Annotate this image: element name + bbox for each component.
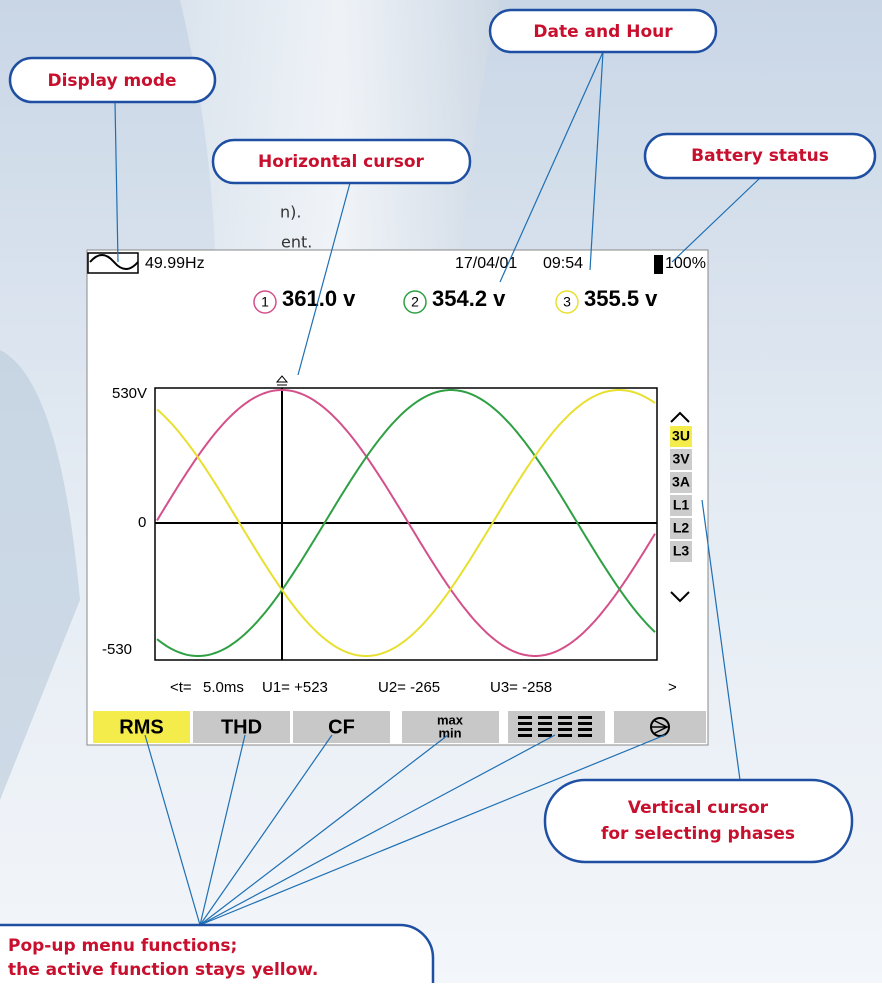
waveform (156, 389, 656, 657)
menu-icon (518, 722, 532, 725)
menu-label: min (438, 725, 461, 740)
side-button (670, 472, 692, 493)
date: 17/04/01 (455, 255, 517, 272)
screen-frame (86, 249, 709, 746)
callout-box (211, 138, 472, 185)
side-button (670, 426, 692, 447)
leaders (114, 51, 761, 926)
menu-label: THD (221, 716, 262, 738)
menu-icon (518, 716, 532, 719)
menu-icon (558, 716, 572, 719)
menu-icon (538, 716, 552, 719)
menu-button (293, 711, 390, 743)
menu-button (193, 711, 290, 743)
side-button (670, 495, 692, 516)
phase-value: 355.5 v (584, 286, 658, 311)
arrow-up (670, 411, 690, 423)
menu-icon (558, 734, 572, 737)
phase-number: 3 (563, 294, 571, 310)
partial-text: n). (280, 203, 301, 222)
callout: Battery status (691, 146, 829, 166)
readout: <t= (170, 679, 192, 696)
callout: Horizontal cursor (258, 152, 424, 172)
time: 09:54 (543, 255, 583, 272)
callout-box (543, 778, 854, 864)
phase-value: 354.2 v (432, 286, 506, 311)
menu-button (93, 711, 190, 743)
phase-circle (555, 290, 579, 314)
callout: for selecting phases (601, 824, 795, 844)
phase-number: 1 (261, 294, 269, 310)
readout: U1= +523 (262, 679, 328, 696)
menu-icon (558, 728, 572, 731)
phase-circle (253, 290, 277, 314)
trees (0, 350, 80, 800)
callout: Pop-up menu functions; (8, 936, 237, 956)
menu-icon (578, 716, 592, 719)
callout: the active function stays yellow. (8, 960, 318, 980)
menu-icon (518, 728, 532, 731)
menu-label: max (437, 712, 464, 727)
screen: 49.99Hz 17/04/01 09:54 100% 1 361.0 v 2 354… (86, 249, 709, 746)
callout-box (8, 56, 217, 104)
battery-icon (654, 255, 663, 274)
partial-text: ent. (281, 233, 312, 252)
menu-button (508, 711, 605, 743)
side-button (670, 518, 692, 539)
side-label: L3 (673, 543, 690, 559)
callout-box (643, 132, 877, 180)
side-label: L2 (673, 520, 690, 536)
readout: U2= -265 (378, 679, 440, 696)
cursor-marker (275, 375, 289, 386)
side-label: 3A (672, 474, 690, 490)
readout: 5.0ms (203, 679, 244, 696)
menu-icon (518, 734, 532, 737)
menu-icon (538, 728, 552, 731)
menu-label: CF (328, 716, 355, 738)
menu-icon (578, 728, 592, 731)
menu-icon (538, 734, 552, 737)
menu-icon (578, 734, 592, 737)
callout-box (488, 8, 718, 54)
frequency: 49.99Hz (145, 255, 205, 272)
menu-label: RMS (119, 716, 163, 738)
phase-circle (403, 290, 427, 314)
waveform (156, 389, 656, 657)
side-label: 3U (672, 428, 690, 444)
menu-icon (650, 717, 670, 737)
side-button (670, 449, 692, 470)
side-button (670, 541, 692, 562)
side-label: 3V (672, 451, 690, 467)
callout: Vertical cursor (628, 798, 769, 818)
readout: > (668, 679, 677, 696)
menu-icon (652, 719, 669, 735)
y-label: 0 (138, 514, 146, 531)
y-label: 530V (112, 385, 147, 402)
menu-icon (538, 722, 552, 725)
y-label: -530 (102, 641, 132, 658)
callout: Date and Hour (533, 22, 673, 42)
menu-icon (558, 722, 572, 725)
arrow-down (670, 591, 690, 603)
menu-button (402, 711, 499, 743)
callout-box (0, 923, 435, 987)
readout: U3= -258 (490, 679, 552, 696)
side-label: L1 (673, 497, 690, 513)
menu-icon (578, 722, 592, 725)
phase-number: 2 (411, 294, 419, 310)
battery: 100% (665, 255, 706, 272)
mode-icon-box (87, 252, 139, 274)
waveform (156, 389, 656, 657)
callout: Display mode (47, 71, 176, 91)
mode-icon (89, 254, 139, 270)
